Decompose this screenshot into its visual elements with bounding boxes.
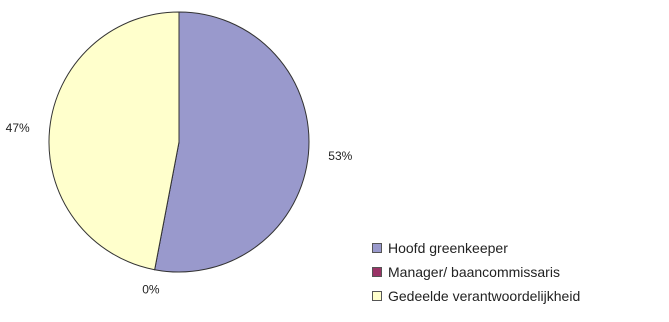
legend-label: Gedeelde verantwoordelijkheid (388, 288, 581, 304)
legend-item-gedeelde-verantwoordelijkheid: Gedeelde verantwoordelijkheid (372, 284, 580, 308)
pie-slices (48, 11, 310, 273)
legend-swatch (372, 291, 382, 301)
legend-item-manager-baancommissaris: Manager/ baancommissaris (372, 260, 580, 284)
legend-label: Hoofd greenkeeper (388, 240, 508, 256)
pie-slice-hoofd-greenkeeper (154, 11, 310, 273)
slice-label-manager-baancommissaris: 0% (142, 282, 160, 296)
legend-item-hoofd-greenkeeper: Hoofd greenkeeper (372, 236, 580, 260)
pie-slice-labels: 53% 0% 47% (6, 121, 353, 296)
pie-slice-gedeelde-verantwoordelijkheid (48, 11, 180, 271)
legend-label: Manager/ baancommissaris (388, 264, 560, 280)
slice-label-gedeelde-verantwoordelijkheid: 47% (6, 121, 30, 135)
legend: Hoofd greenkeeper Manager/ baancommissar… (372, 236, 580, 308)
legend-swatch (372, 267, 382, 277)
legend-swatch (372, 243, 382, 253)
slice-label-hoofd-greenkeeper: 53% (328, 149, 352, 163)
